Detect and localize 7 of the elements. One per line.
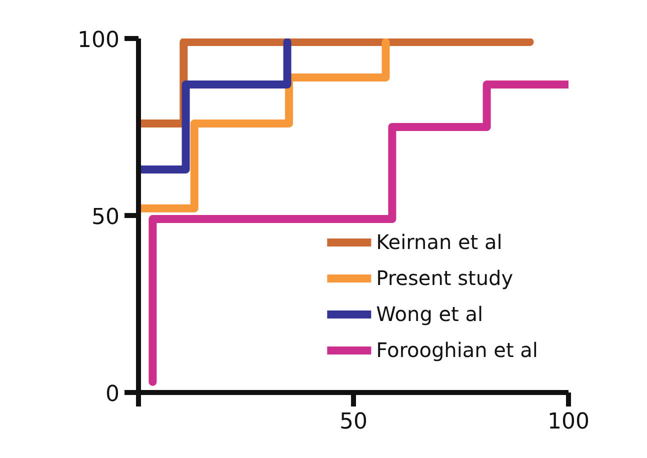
legend-label: Keirnan et al <box>376 230 502 254</box>
legend-label: Forooghian et al <box>376 338 538 362</box>
legend-label: Present study <box>376 266 514 290</box>
y-tick-label: 100 <box>78 28 120 53</box>
y-tick-label: 0 <box>106 382 120 407</box>
y-tick-label: 50 <box>92 205 120 230</box>
legend-label: Wong et al <box>376 302 484 326</box>
